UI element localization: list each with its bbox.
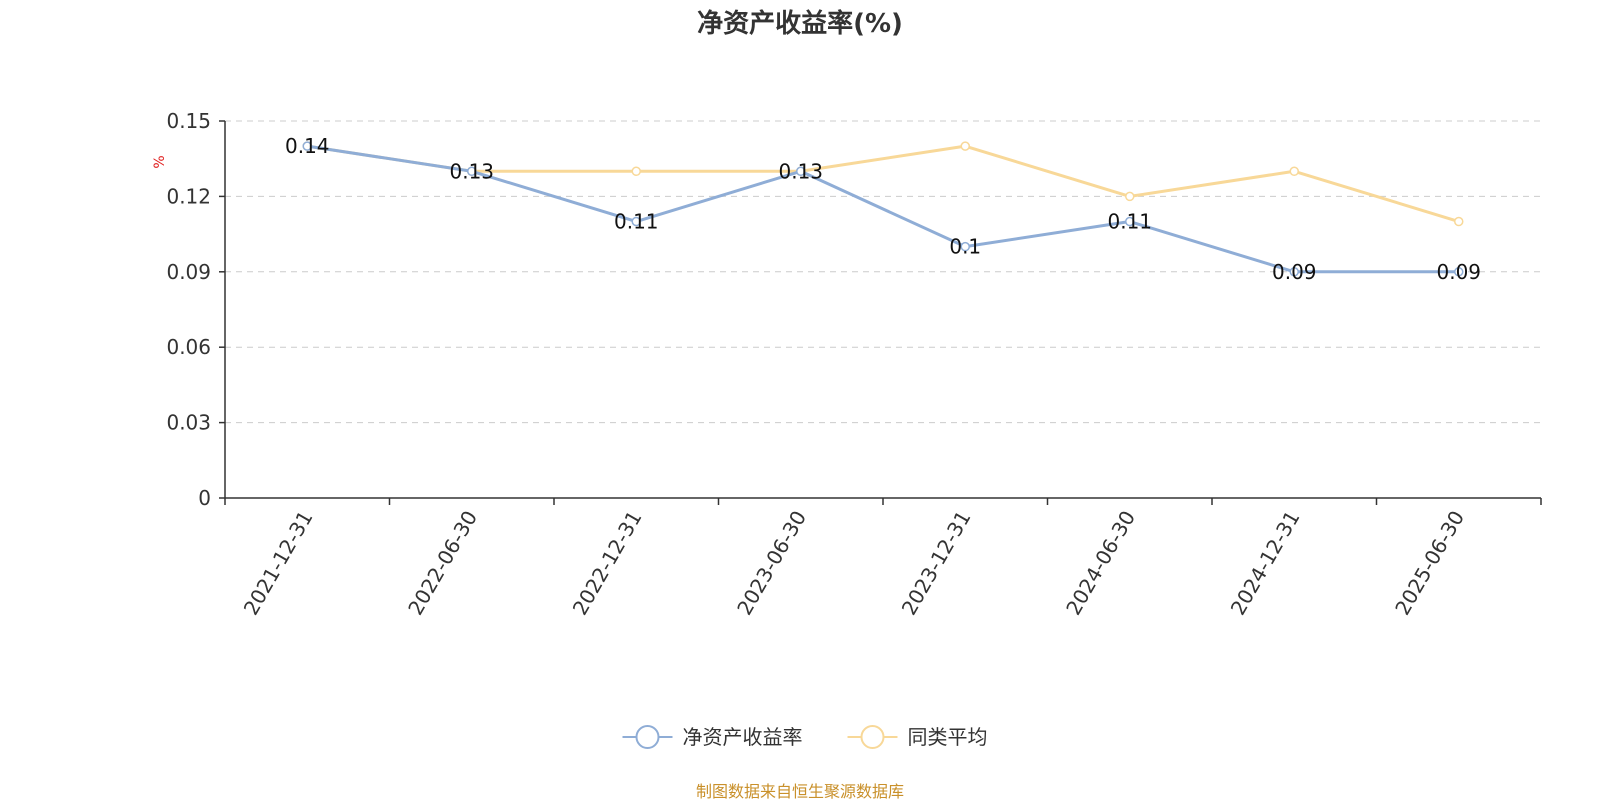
data-label: 0.09	[1436, 260, 1481, 284]
series-line-0	[307, 144, 1459, 274]
data-label-layer: 0.14 0.13 0.11 0.13 0.1 0.11 0.09 0.09	[285, 134, 1481, 284]
series-0-point	[1454, 267, 1464, 277]
y-tick-label: 0.12	[166, 184, 211, 208]
x-tick-label: 2024-12-31	[1226, 507, 1305, 620]
series-0-point	[302, 141, 312, 151]
series-0-point	[796, 166, 806, 177]
x-tick-label: 2023-06-30	[732, 507, 811, 620]
x-tick-label: 2024-06-30	[1061, 507, 1140, 620]
data-label: 0.11	[1107, 210, 1152, 234]
legend-item-1: 同类平均	[847, 725, 988, 749]
data-label: 0.1	[949, 235, 981, 259]
x-tick-label: 2021-12-31	[239, 507, 318, 620]
y-tick-label: 0.09	[166, 260, 211, 284]
x-tick-label: 2022-06-30	[403, 507, 482, 620]
series-1-point	[960, 141, 970, 151]
series-0-point	[467, 166, 477, 177]
y-tick-label: 0	[198, 486, 211, 510]
data-label: 0.14	[285, 134, 330, 158]
y-tick-label: 0.06	[166, 335, 211, 359]
series-0-point	[1125, 216, 1135, 227]
x-tick-label: 2022-12-31	[568, 507, 647, 620]
series-1-point	[1454, 216, 1464, 227]
legend-label-0: 净资产收益率	[683, 725, 803, 749]
y-axis-unit-label: %	[152, 155, 168, 168]
legend-item-0: 净资产收益率	[622, 725, 803, 749]
series-line-1	[307, 144, 1460, 223]
source-note: 制图数据来自恒生聚源数据库	[696, 782, 904, 800]
chart-title: 净资产收益率(%)	[697, 8, 903, 39]
series-1-point	[1289, 166, 1299, 177]
data-label: 0.13	[778, 159, 823, 183]
series-1-point	[631, 166, 641, 177]
series-1-point	[1125, 191, 1135, 202]
legend-marker-1	[860, 725, 885, 749]
data-label: 0.13	[449, 159, 494, 183]
data-label: 0.09	[1272, 260, 1317, 284]
series-0-point	[960, 241, 970, 252]
y-tick-label: 0.03	[166, 411, 211, 435]
axis-layer: 0 0.03 0.06 0.09 0.12 0.15 2021-12-31 2022-06-3…	[166, 109, 1542, 620]
series-0-point	[631, 216, 641, 227]
y-tick-label: 0.15	[166, 109, 211, 133]
legend: 净资产收益率 同类平均	[622, 725, 988, 749]
data-label: 0.11	[614, 210, 659, 234]
x-tick-label: 2023-12-31	[897, 507, 976, 620]
series-0-point	[1289, 267, 1299, 277]
legend-label-1: 同类平均	[908, 725, 988, 749]
series-layer	[302, 141, 1464, 277]
x-tick-label: 2025-06-30	[1390, 507, 1469, 620]
legend-marker-0	[635, 725, 660, 749]
